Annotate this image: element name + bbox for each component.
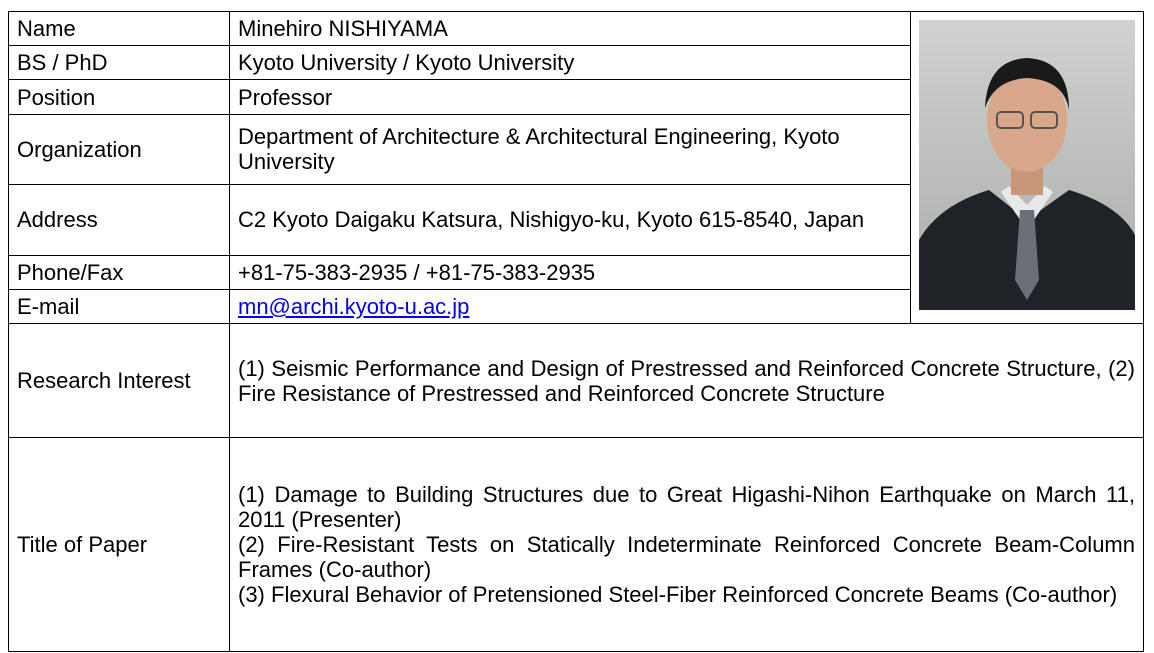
paper: (1) Damage to Building Structures due to… — [238, 482, 1135, 532]
label: E-mail — [8, 288, 230, 325]
label: Name — [8, 10, 230, 47]
profile-table: Name Minehiro NISHIYAMA BS / PhD Kyoto U… — [8, 10, 1144, 652]
label: Organization — [8, 113, 230, 186]
label: Phone/Fax — [8, 254, 230, 290]
paper: (3) Flexural Behavior of Pretensioned St… — [238, 582, 1118, 607]
label: Title of Paper — [8, 437, 230, 652]
label: Research Interest — [8, 323, 230, 438]
value: mn@archi.kyoto-u.ac.jp — [229, 288, 911, 325]
portrait-photo — [919, 20, 1135, 310]
value: C2 Kyoto Daigaku Katsura, Nishigyo-ku, K… — [229, 184, 911, 256]
paper: (2) Fire-Resistant Tests on Statically I… — [238, 532, 1135, 582]
value: (1) Seismic Performance and Design of Pr… — [229, 323, 1144, 438]
paper-list: (1) Damage to Building Structures due to… — [229, 437, 1144, 652]
value: Minehiro NISHIYAMA — [229, 10, 911, 47]
photo-cell — [910, 11, 1144, 324]
label: BS / PhD — [8, 45, 230, 81]
value: Department of Architecture & Architectur… — [229, 113, 911, 186]
value: Professor — [229, 79, 911, 115]
value: +81-75-383-2935 / +81-75-383-2935 — [229, 254, 911, 290]
label: Position — [8, 79, 230, 115]
label: Address — [8, 184, 230, 256]
email-link[interactable]: mn@archi.kyoto-u.ac.jp — [238, 293, 470, 319]
value: Kyoto University / Kyoto University — [229, 45, 911, 81]
